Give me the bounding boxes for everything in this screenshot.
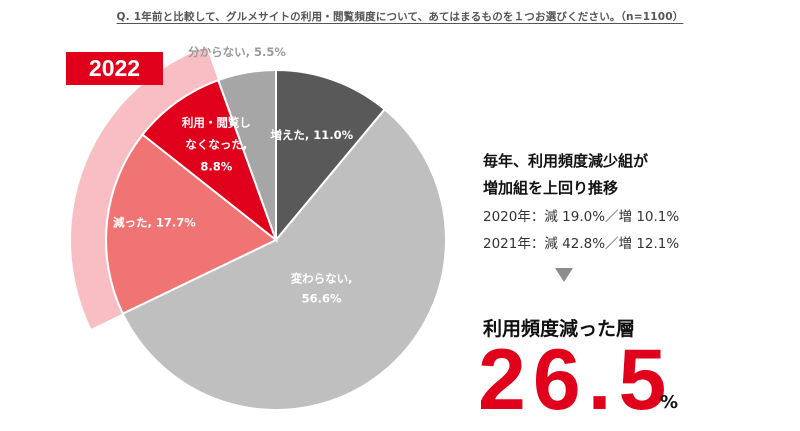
pie-slice-4 bbox=[141, 78, 279, 243]
note-2021: 2021年：減 42.8%／増 12.1% bbox=[483, 236, 680, 252]
down-triangle-icon bbox=[555, 268, 573, 282]
slice-layer bbox=[105, 68, 447, 411]
slice-label-2: 変わらない, bbox=[291, 271, 353, 285]
note-2020: 2020年：減 19.0%／増 10.1% bbox=[483, 209, 680, 225]
survey-question: Q. 1年前と比較して、グルメサイトの利用・閲覧頻度について、あてはまるものを１… bbox=[116, 11, 684, 23]
pie-slice-3 bbox=[105, 133, 278, 315]
pie-slice-2 bbox=[121, 107, 447, 411]
slice-label-2: 56.6% bbox=[302, 291, 342, 305]
slice-label-1: 増えた, 11.0% bbox=[270, 128, 353, 142]
slice-label-3: 減った, 17.7% bbox=[113, 216, 196, 230]
year-badge: 2022 bbox=[66, 52, 163, 85]
slice-label-4: 利用・閲覧し bbox=[181, 115, 251, 129]
summary-headline: 毎年、利用頻度減少組が 増加組を上回り推移 bbox=[483, 148, 648, 202]
headline-line-1: 毎年、利用頻度減少組が bbox=[483, 152, 649, 170]
result-unit: % bbox=[660, 392, 679, 413]
slice-label-5: 分からない, 5.5% bbox=[188, 45, 286, 59]
result-value: 26.5 bbox=[478, 332, 674, 428]
label-layer: 増えた, 11.0% 変わらない, 56.6% 減った, 17.7% 利用・閲覧しなくな… bbox=[113, 45, 354, 305]
pie-slice-1 bbox=[275, 68, 387, 243]
slice-label-4: なくなった, bbox=[185, 137, 247, 151]
pie-slice-5 bbox=[216, 68, 277, 241]
headline-line-2: 増加組を上回り推移 bbox=[483, 179, 619, 197]
slice-label-4: 8.8% bbox=[200, 159, 232, 173]
result-label: 利用頻度減った層 bbox=[483, 318, 636, 340]
